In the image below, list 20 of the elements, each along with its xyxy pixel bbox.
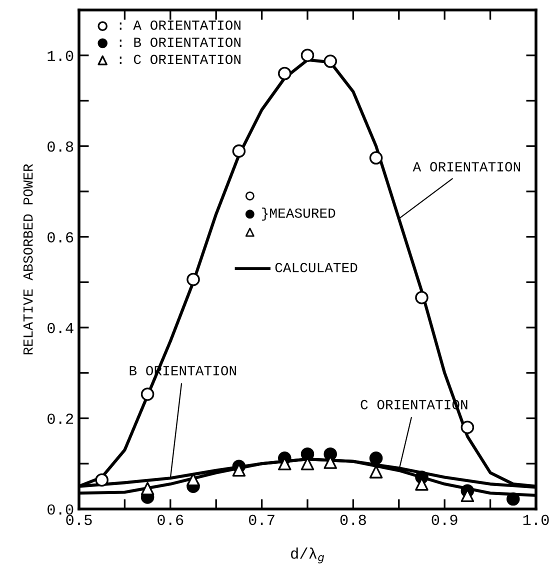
annotation: }MEASURED [262,208,336,221]
x-tick-label: 1.0 [523,514,549,526]
y-tick-label: 0.0 [48,504,74,515]
x-tick-label: 0.9 [432,514,458,526]
legend-label: : A ORIENTATION [120,20,240,30]
annotation: CALCULATED [275,262,358,272]
y-tick-label: 1.0 [48,50,74,62]
x-tick-label: 0.5 [66,514,92,526]
x-axis-title: d/λ$_{g}$ [291,548,324,564]
x-tick-label: 0.8 [340,514,366,526]
x-tick-label: 0.6 [158,514,184,526]
y-tick-label: 0.2 [48,414,74,424]
series-label: A ORIENTATION [412,162,520,172]
y-axis-title: RELATIVE ABSORBED POWER [23,164,33,354]
y-tick-label: 0.6 [48,232,74,243]
y-tick-label: 0.4 [48,322,74,334]
legend-label: : C ORIENTATION [120,54,240,64]
y-tick-label: 0.8 [48,141,74,152]
legend-label: : B ORIENTATION [120,38,240,48]
x-tick-label: 0.7 [248,514,274,526]
